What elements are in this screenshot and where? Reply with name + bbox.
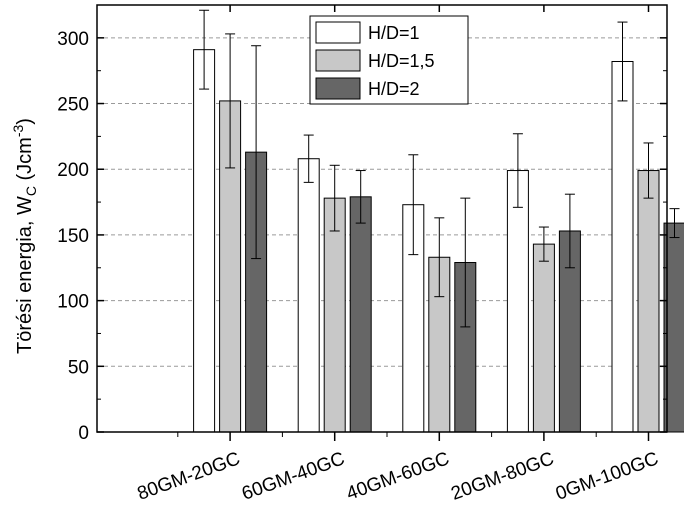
legend-swatch [315,21,361,44]
legend-swatch [315,49,361,72]
bar [297,158,320,433]
legend-label: H/D=2 [368,79,420,99]
bar [323,197,346,433]
y-axis-title-unit: (Jcm [14,137,36,186]
y-axis-title: Törési energia, WC (Jcm-3) [10,118,39,354]
y-axis-title-exponent: -3 [10,124,26,137]
legend-label: H/D=1 [368,23,420,43]
error-bars [199,9,680,328]
y-axis-title-main: Törési energia, W [14,196,36,354]
bar [193,49,216,433]
x-tick-label: 40GM-60GC [344,448,452,505]
y-axis-title-subscript: C [23,186,39,196]
bar [506,170,529,433]
plot-frame [96,4,668,433]
y-tick-label: 250 [57,95,89,116]
y-tick-label: 200 [57,160,89,181]
bar [637,170,660,433]
y-tick-label: 150 [57,226,89,247]
bar [532,243,555,433]
y-tick-label: 0 [78,423,89,444]
gridlines [97,37,667,367]
legend: H/D=1 H/D=1,5 H/D=2 [309,15,469,105]
x-tick-label: 60GM-40GC [239,448,347,505]
x-tick-label: 20GM-80GC [448,448,556,505]
y-axis-title-close: ) [14,118,36,125]
y-tick-label: 100 [57,292,89,313]
x-tick-label: 80GM-20GC [135,448,243,505]
y-tick-label: 50 [68,357,89,378]
legend-label: H/D=1,5 [368,51,435,71]
y-tick-label: 300 [57,29,89,50]
bar [611,60,634,433]
bar [349,196,372,433]
legend-swatch [315,77,361,100]
x-tick-label: 0GM-100GC [553,448,661,505]
